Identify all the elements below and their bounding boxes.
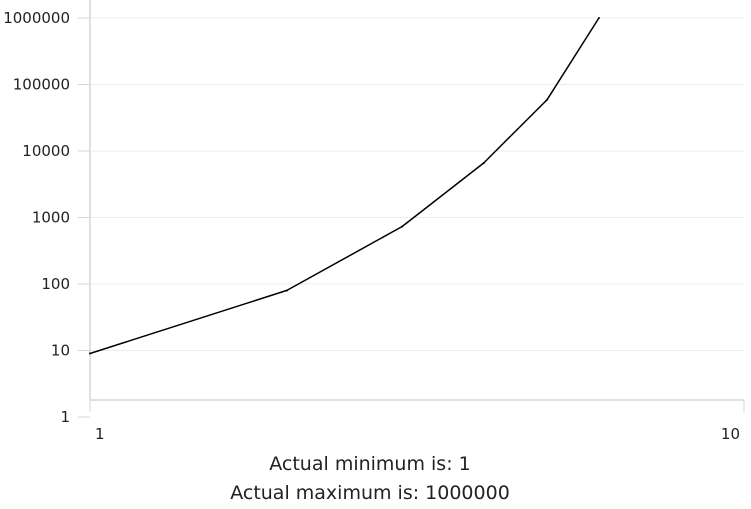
data-point-0-3 [482, 162, 485, 165]
y-tick-label-10: 10 [51, 342, 70, 360]
actual-minimum-caption: Actual minimum is: 1 [269, 453, 471, 475]
x-tick-label-10: 10 [721, 425, 740, 443]
data-point-0-2 [401, 225, 404, 228]
x-axis-ticks: 1 10 [89, 400, 745, 443]
y-tick-label-100000: 100000 [13, 76, 70, 94]
axes [89, 0, 744, 401]
y-tick-label-1: 1 [60, 408, 70, 426]
y-tick-label-1000: 1000 [32, 209, 70, 227]
log-log-line-chart: 1 10 100 1000 10000 100000 1000000 1 10 [3, 0, 745, 443]
data-point-0-4 [546, 98, 549, 101]
series-group [89, 17, 600, 355]
y-tick-label-10000: 10000 [22, 142, 70, 160]
grid-lines [90, 17, 744, 351]
data-point-0-5 [597, 17, 600, 19]
data-point-0-1 [285, 289, 288, 292]
actual-maximum-caption: Actual maximum is: 1000000 [230, 482, 510, 504]
x-tick-label-1: 1 [95, 425, 105, 443]
y-axis-ticks: 1 10 100 1000 10000 100000 1000000 [3, 9, 90, 426]
y-tick-label-1000000: 1000000 [3, 9, 70, 27]
data-point-0-0 [89, 352, 91, 355]
y-tick-label-100: 100 [41, 275, 70, 293]
series-line-0 [89, 17, 600, 355]
